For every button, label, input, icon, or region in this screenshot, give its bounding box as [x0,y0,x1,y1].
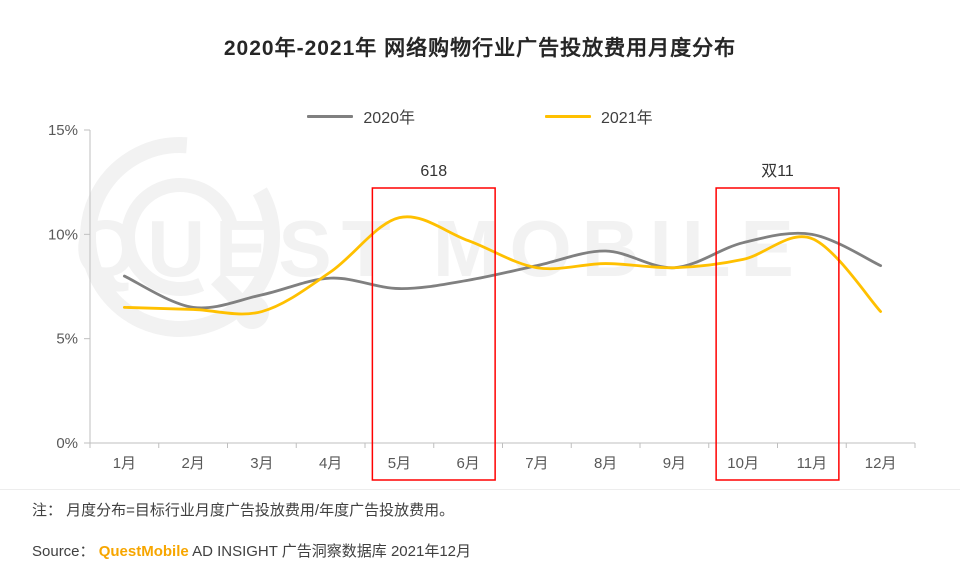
chart-legend: 2020年 2021年 [0,104,960,128]
legend-label-2020: 2020年 [363,110,415,127]
x-tick-label: 9月 [663,455,686,472]
x-tick-label: 1月 [113,455,136,472]
legend-swatch-2021 [545,114,591,118]
x-tick-label: 7月 [525,455,548,472]
y-tick-label: 0% [56,435,78,452]
x-tick-label: 12月 [865,455,897,472]
series-line-2021年 [122,215,883,316]
x-tick-label: 10月 [727,455,759,472]
source-prefix: Source： [32,543,95,560]
highlight-box-618 [371,187,496,481]
x-tick-label: 5月 [388,455,411,472]
highlight-box-双11 [715,187,840,481]
y-tick-label: 10% [48,226,78,243]
footer-divider [0,489,960,490]
x-tick-label: 6月 [456,455,479,472]
x-tick-label: 4月 [319,455,342,472]
chart-title: 2020年-2021年 网络购物行业广告投放费用月度分布 [223,37,737,60]
line-chart: 0% 5% 10% 15% 1月 2月 3月 4月 5月 6月 7月 8月 9月 10月 11月 12月 618… [48,122,916,481]
highlight-label-双11: 双11 [761,163,794,180]
x-tick-label: 2月 [181,455,204,472]
x-tick-label: 8月 [594,455,617,472]
x-tick-label: 3月 [250,455,273,472]
source-brand: QuestMobile [98,543,189,560]
legend-swatch-2020 [307,114,354,118]
source-line: Source： QuestMobile AD INSIGHT 广告洞察数据库 2… [32,540,471,561]
y-tick-label: 15% [48,122,78,139]
source-rest: AD INSIGHT 广告洞察数据库 2021年12月 [192,543,472,560]
y-tick-label: 5% [56,331,78,348]
highlight-label-618: 618 [420,163,447,180]
legend-item-2021: 2021年 [545,104,653,128]
series-line-2020年 [122,231,883,310]
footnote: 注： 月度分布=目标行业月度广告投放费用/年度广告投放费用。 [32,502,455,519]
legend-label-2021: 2021年 [601,110,653,127]
legend-item-2020: 2020年 [307,104,415,128]
x-tick-label: 11月 [797,455,828,472]
